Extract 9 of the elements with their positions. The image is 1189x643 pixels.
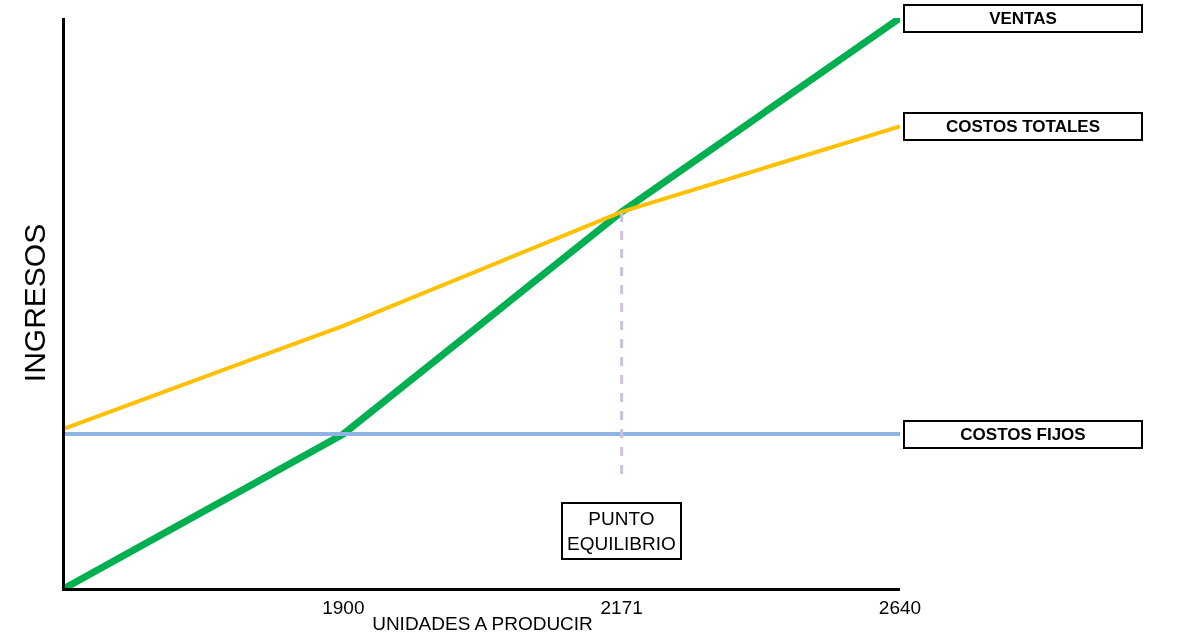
text: COSTOS TOTALES	[946, 117, 1100, 136]
y-axis-title: INGRESOS	[18, 223, 51, 383]
x-tick-label: 2640	[878, 596, 922, 618]
text: VENTAS	[989, 9, 1057, 28]
x-axis-title: UNIDADES A PRODUCIR	[372, 612, 593, 634]
ref-line-label: PUNTO EQUILIBRIO	[567, 508, 676, 554]
x-tick-label: 2171	[600, 596, 643, 618]
x-tick-label: 1900	[322, 596, 365, 618]
text: COSTOS FIJOS	[960, 425, 1086, 444]
